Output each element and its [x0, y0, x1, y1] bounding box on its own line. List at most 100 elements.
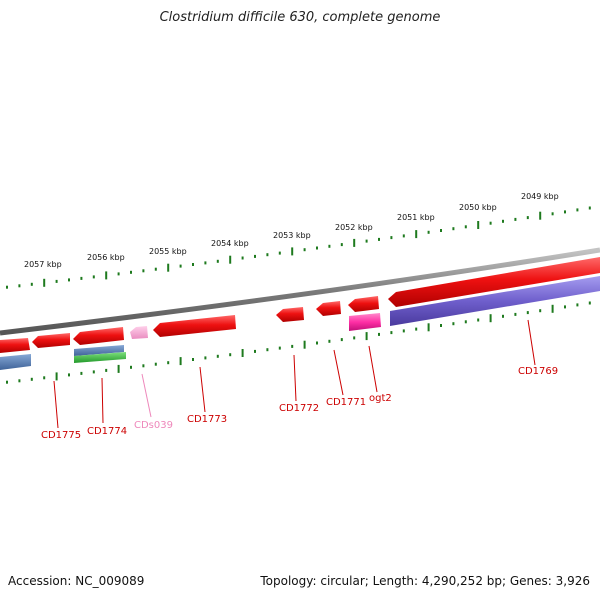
ruler-minor-tick: [6, 380, 8, 384]
cds-feature-left-edge[interactable]: [0, 338, 30, 353]
gene-label-cd1769[interactable]: CD1769: [518, 366, 558, 377]
ruler-minor-tick: [316, 341, 318, 345]
ruler-minor-tick: [266, 253, 269, 257]
ruler-major-tick: [55, 372, 58, 381]
ruler-minor-tick: [440, 229, 442, 232]
gene-label-ogt2[interactable]: ogt2: [369, 393, 392, 404]
ruler-minor-tick: [179, 264, 182, 268]
ruler-minor-tick: [464, 320, 467, 324]
ruler-minor-tick: [241, 256, 244, 260]
ruler-minor-tick: [154, 362, 157, 366]
ruler-minor-tick: [68, 373, 70, 377]
blue-feature-cd1774[interactable]: [74, 345, 124, 356]
gene-label-cds039[interactable]: CDs039: [134, 420, 173, 431]
green-feature-cd1774[interactable]: [74, 352, 126, 363]
kbp-label-2057: 2057 kbp: [24, 260, 62, 269]
gene-feature-ogt2-highlight[interactable]: [349, 313, 381, 331]
ruler-minor-tick: [167, 361, 170, 365]
ruler-major-tick: [291, 247, 294, 256]
leader-lines: [53, 319, 536, 429]
ruler-minor-tick: [254, 254, 256, 258]
ruler-minor-tick: [526, 311, 529, 315]
accession-text: Accession: NC_009089: [8, 574, 145, 588]
blue-feature-left-edge[interactable]: [0, 354, 31, 370]
ruler-minor-tick: [514, 217, 517, 221]
ruler-minor-tick: [316, 246, 318, 250]
ruler-major-tick: [365, 332, 368, 341]
ruler-minor-tick: [365, 239, 368, 243]
gene-label-cd1774[interactable]: CD1774: [87, 426, 127, 437]
leader-line-cd1774: [101, 377, 104, 424]
ruler-major-tick: [105, 271, 108, 280]
ruler-minor-tick: [427, 230, 430, 234]
cds-feature-cd1775[interactable]: [32, 333, 70, 348]
kbp-label-2049: 2049 kbp: [521, 192, 559, 201]
ruler-minor-tick: [452, 227, 455, 231]
ruler-minor-tick: [80, 371, 83, 375]
ruler-minor-tick: [229, 353, 232, 357]
ruler-minor-tick: [402, 234, 405, 238]
gene-label-cd1773[interactable]: CD1773: [187, 414, 227, 425]
ruler-minor-tick: [278, 251, 281, 255]
ruler-minor-tick: [6, 285, 8, 289]
ruler-minor-tick: [278, 346, 281, 350]
ruler-minor-tick: [489, 221, 492, 225]
ruler-minor-tick: [303, 248, 306, 252]
kbp-ruler: [6, 206, 591, 384]
ruler-minor-tick: [92, 275, 95, 279]
ruler-minor-tick: [576, 208, 579, 212]
ruler-minor-tick: [477, 318, 480, 322]
ruler-minor-tick: [130, 270, 132, 274]
ruler-minor-tick: [192, 263, 194, 266]
ruler-minor-tick: [68, 278, 70, 282]
cds-feature-cd1773[interactable]: [153, 315, 236, 337]
gene-label-cd1772[interactable]: CD1772: [279, 403, 319, 414]
feature-track: [0, 257, 600, 370]
cds-feature-cd1774[interactable]: [73, 327, 124, 345]
ruler-major-tick: [427, 323, 430, 332]
cds-feature-cd1771[interactable]: [316, 301, 341, 316]
gene-label-cd1775[interactable]: CD1775: [41, 430, 81, 441]
leader-line-cd1771: [333, 349, 344, 396]
ruler-minor-tick: [340, 338, 343, 342]
ruler-minor-tick: [402, 329, 405, 333]
ruler-minor-tick: [502, 219, 504, 223]
ruler-minor-tick: [142, 364, 145, 368]
ruler-minor-tick: [564, 210, 566, 214]
cds-feature-cd1772[interactable]: [276, 307, 304, 322]
ncrna-feature-cds039[interactable]: [130, 326, 148, 339]
kbp-label-2053: 2053 kbp: [273, 231, 311, 240]
genome-backbone: [0, 247, 600, 336]
ruler-minor-tick: [18, 379, 21, 383]
ruler-minor-tick: [216, 259, 219, 263]
ruler-minor-tick: [415, 327, 418, 331]
ruler-minor-tick: [92, 370, 95, 374]
cds-feature-ogt2[interactable]: [348, 296, 379, 312]
ruler-minor-tick: [18, 284, 21, 288]
ruler-major-tick: [477, 221, 480, 229]
ruler-major-tick: [489, 314, 492, 323]
cds-feature-cd1769[interactable]: [388, 257, 600, 307]
ruler-minor-tick: [328, 339, 331, 343]
leader-line-cd1775: [53, 380, 59, 429]
ruler-minor-tick: [514, 312, 517, 316]
ruler-minor-tick: [551, 212, 554, 216]
ruler-major-tick: [179, 357, 182, 366]
ruler-minor-tick: [204, 261, 207, 265]
ruler-minor-tick: [55, 279, 58, 283]
ruler-minor-tick: [117, 272, 120, 276]
ruler-minor-tick: [130, 365, 132, 369]
kbp-label-2055: 2055 kbp: [149, 247, 187, 256]
ruler-minor-tick: [266, 348, 269, 352]
ruler-minor-tick: [390, 236, 393, 240]
gene-label-cd1771[interactable]: CD1771: [326, 397, 366, 408]
protein-feature-cd1769[interactable]: [390, 276, 600, 326]
ruler-minor-tick: [291, 344, 294, 348]
kbp-label-2052: 2052 kbp: [335, 223, 373, 232]
ruler-minor-tick: [192, 358, 194, 361]
ruler-major-tick: [551, 304, 554, 313]
ruler-minor-tick: [502, 314, 504, 318]
ruler-minor-tick: [43, 376, 46, 380]
ruler-major-tick: [167, 263, 170, 272]
